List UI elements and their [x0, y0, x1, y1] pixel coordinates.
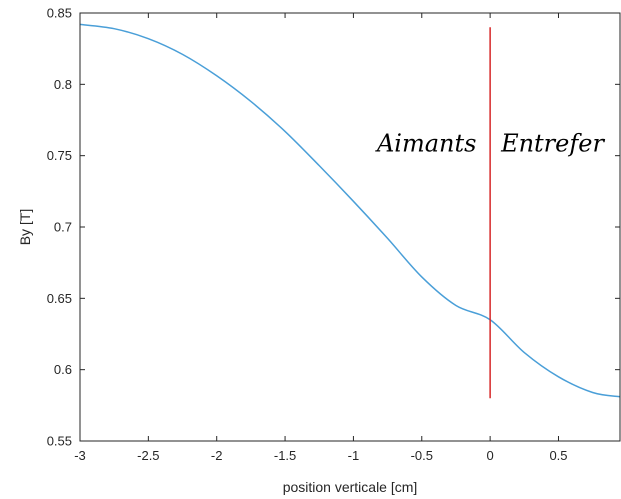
y-tick-label: 0.85 [47, 6, 72, 21]
x-tick-label: -2 [211, 448, 223, 463]
y-tick-label: 0.55 [47, 434, 72, 449]
y-tick-label: 0.7 [54, 220, 72, 235]
plot-annotations: Aimants Entrefer [375, 129, 605, 157]
y-axis-label: By [T] [17, 209, 33, 246]
x-tick-label: -1.5 [274, 448, 296, 463]
x-axis-ticks: -3 -2.5 -2 -1.5 -1 -0.5 0 0.5 [74, 13, 568, 463]
x-tick-label: -3 [74, 448, 86, 463]
x-tick-label: 0 [487, 448, 494, 463]
y-tick-label: 0.8 [54, 77, 72, 92]
x-tick-label: -0.5 [411, 448, 433, 463]
x-tick-label: 0.5 [549, 448, 567, 463]
plot-frame [79, 12, 621, 442]
plot-lines [79, 23, 621, 399]
y-tick-label: 0.75 [47, 148, 72, 163]
x-tick-label: -1 [348, 448, 360, 463]
x-axis-label: position verticale [cm] [283, 479, 418, 495]
annotation-0: Aimants [375, 129, 477, 157]
y-tick-label: 0.6 [54, 362, 72, 377]
annotation-1: Entrefer [500, 129, 605, 157]
x-tick-label: -2.5 [137, 448, 159, 463]
y-tick-label: 0.65 [47, 291, 72, 306]
y-axis-ticks: 0.55 0.6 0.65 0.7 0.75 0.8 0.85 [47, 6, 620, 449]
series-line-0 [79, 23, 621, 398]
